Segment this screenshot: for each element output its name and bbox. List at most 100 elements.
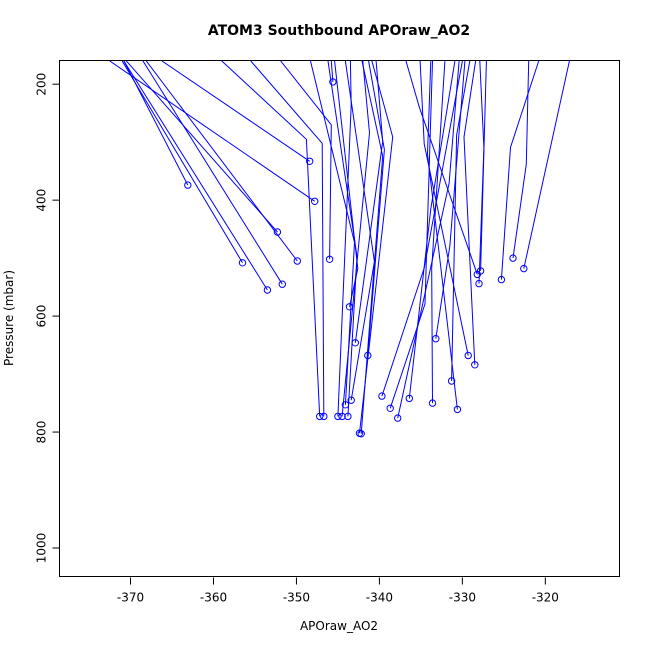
data-point: [329, 78, 337, 86]
x-tick-label: -320: [532, 591, 559, 605]
data-point: [344, 412, 352, 421]
data-point: [509, 254, 517, 262]
data-point: [263, 286, 272, 294]
series-line: [367, 61, 385, 356]
data-point: [432, 335, 440, 343]
data-point: [325, 255, 334, 263]
series-12: [334, 61, 352, 421]
data-point: [453, 405, 462, 414]
x-tick-label: -370: [117, 591, 144, 605]
data-point: [475, 279, 483, 288]
data-point: [293, 257, 301, 265]
series-line: [512, 61, 530, 259]
series-line: [334, 61, 359, 307]
series-20: [357, 61, 384, 438]
series-line: [280, 61, 332, 260]
series-24: [378, 61, 463, 400]
y-tick-label: 200: [35, 73, 49, 96]
series-27: [432, 61, 466, 343]
series-16: [334, 61, 359, 311]
series-line: [126, 61, 278, 233]
x-axis-label: APOraw_AO2: [300, 619, 378, 633]
data-point: [464, 351, 472, 360]
series-line: [408, 61, 456, 399]
series-15: [327, 61, 358, 421]
series-13: [338, 61, 371, 421]
data-point: [278, 280, 286, 288]
series-23: [405, 61, 456, 403]
series-2: [121, 61, 247, 267]
series-line: [145, 61, 298, 262]
series-5: [142, 61, 286, 288]
series-line: [360, 61, 384, 434]
series-line: [523, 61, 570, 269]
series-21: [364, 61, 385, 360]
series-line: [431, 61, 446, 404]
data-point: [497, 275, 506, 284]
series-line: [419, 61, 469, 356]
series-11: [329, 61, 337, 86]
data-point: [386, 404, 394, 412]
y-axis-label: Pressure (mbar): [2, 270, 16, 366]
series-line: [435, 61, 466, 339]
series-34: [476, 61, 487, 275]
chart-title: ATOM3 Southbound APOraw_AO2: [208, 23, 470, 39]
series-line: [426, 61, 458, 410]
data-point: [184, 181, 192, 189]
series-26: [428, 61, 446, 407]
data-point: [471, 361, 479, 369]
data-point: [447, 377, 456, 385]
data-point: [311, 197, 319, 206]
series-7: [161, 61, 314, 166]
series-line: [161, 61, 310, 162]
data-point: [520, 264, 528, 273]
series-36: [509, 61, 530, 262]
series-line: [405, 61, 478, 275]
series-9: [250, 61, 328, 421]
series-line: [341, 61, 371, 417]
series-28: [447, 61, 471, 385]
y-tick-label: 1000: [35, 533, 49, 564]
data-point: [405, 394, 413, 403]
series-line: [337, 61, 352, 417]
series-line: [221, 61, 321, 417]
plot-frame: [59, 60, 620, 577]
data-point: [351, 339, 359, 347]
series-37: [520, 61, 570, 273]
series-3: [123, 61, 272, 294]
data-point: [238, 259, 247, 267]
data-point: [378, 392, 386, 400]
data-point: [347, 396, 355, 404]
series-line: [250, 61, 325, 417]
series-line: [500, 61, 540, 280]
series-30: [419, 61, 472, 360]
data-point: [338, 412, 346, 421]
series-25: [386, 61, 433, 412]
series-line: [389, 61, 433, 409]
series-line: [109, 61, 315, 202]
series-38: [109, 61, 319, 206]
data-point: [345, 303, 354, 311]
data-point: [306, 157, 314, 166]
data-point: [364, 351, 372, 360]
y-axis: 200 400 600 800 1000: [35, 73, 60, 564]
data-point: [394, 414, 402, 422]
series-6: [145, 61, 301, 265]
series-line: [359, 61, 394, 434]
data-point: [357, 430, 365, 438]
data-point: [316, 412, 324, 421]
x-tick-label: -340: [366, 591, 393, 605]
series-line: [354, 61, 384, 343]
x-tick-label: -350: [283, 591, 310, 605]
series-line: [463, 61, 477, 365]
x-tick-label: -330: [449, 591, 476, 605]
series-29: [426, 61, 462, 414]
x-tick-label: -360: [200, 591, 227, 605]
series-line: [480, 61, 487, 271]
series-line: [397, 61, 460, 419]
data-point: [320, 412, 328, 421]
series-33: [475, 61, 485, 288]
series-22: [394, 61, 460, 422]
y-tick-label: 600: [35, 305, 49, 328]
